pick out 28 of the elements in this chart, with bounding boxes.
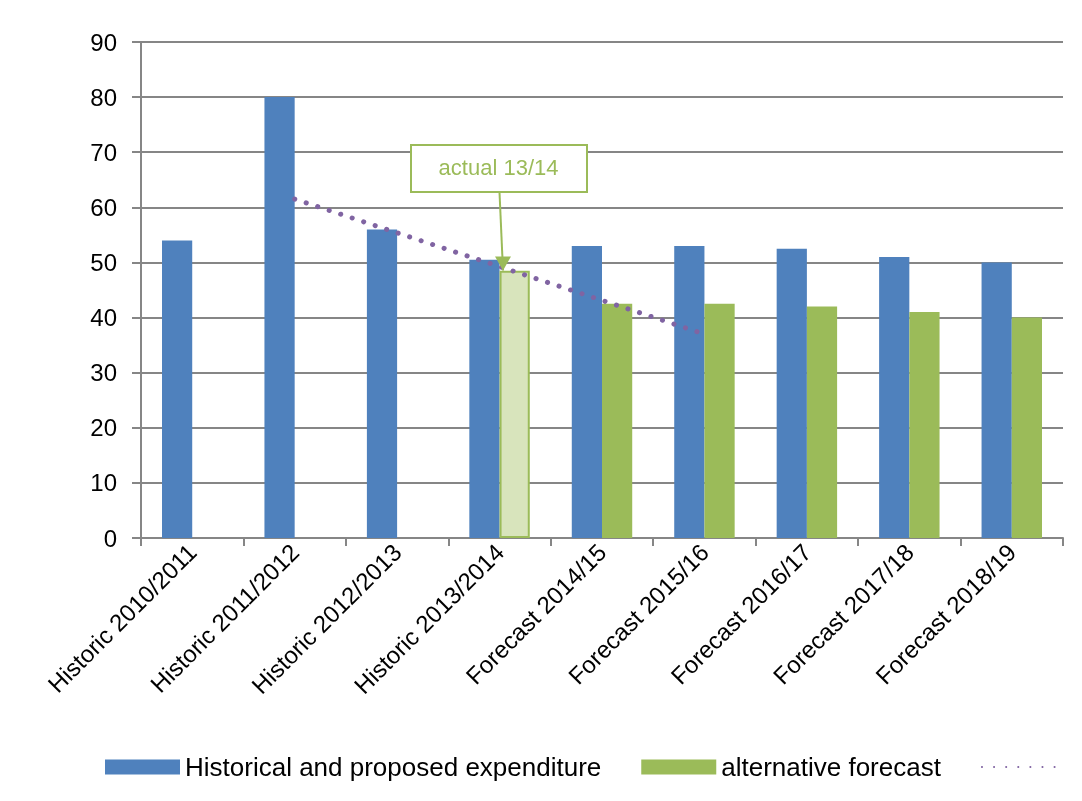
y-tick-label: 0 <box>103 524 117 552</box>
y-tick-label: 40 <box>90 304 117 332</box>
bar <box>674 245 705 538</box>
bar <box>571 245 602 538</box>
bar <box>499 270 530 538</box>
bar <box>776 248 807 538</box>
y-tick-label: 50 <box>90 248 117 276</box>
y-tick-label: 20 <box>90 414 117 442</box>
legend-label: alternative forecast <box>721 752 942 782</box>
legend-label: Historical and proposed expenditure <box>185 752 602 782</box>
annotation: actual 13/14 <box>438 155 559 181</box>
bar <box>806 306 838 538</box>
bar <box>602 303 633 538</box>
bar <box>981 262 1012 538</box>
y-tick-label: 80 <box>90 83 117 111</box>
y-tick-label: 30 <box>90 359 117 387</box>
bar <box>469 259 500 538</box>
y-tick-label: 60 <box>90 193 117 221</box>
y-tick-label: 70 <box>90 138 117 166</box>
y-tick-label: 10 <box>90 469 117 497</box>
bar <box>264 97 295 538</box>
bar <box>366 229 398 538</box>
bar <box>909 312 940 538</box>
bar <box>162 240 193 538</box>
bar <box>1011 317 1042 538</box>
bar <box>879 256 910 538</box>
bar <box>704 303 735 538</box>
y-tick-label: 90 <box>90 28 117 56</box>
